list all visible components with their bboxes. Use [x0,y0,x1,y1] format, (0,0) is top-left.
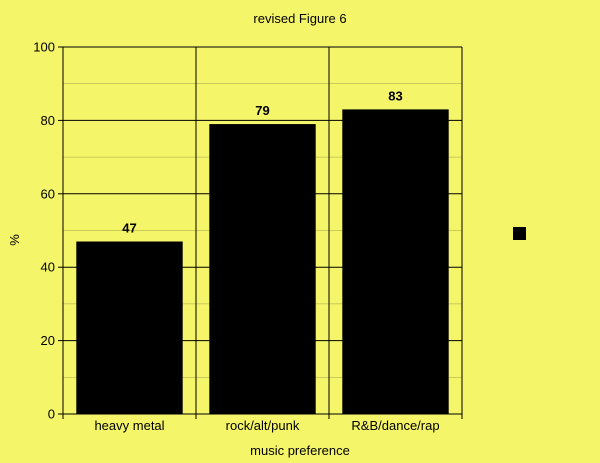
x-tick-label: R&B/dance/rap [351,418,439,433]
y-tick-label: 80 [41,113,55,128]
y-axis-title: % [7,234,22,246]
axes [58,46,463,419]
chart-title: revised Figure 6 [253,11,346,26]
bar [209,124,316,414]
bar [342,109,449,414]
legend-marker [513,227,526,240]
data-label: 83 [388,88,402,103]
bar [76,241,183,414]
y-tick-label: 40 [41,260,55,275]
data-label: 79 [255,103,269,118]
x-axis-title: music preference [250,443,350,458]
bars [76,109,449,414]
data-label: 47 [122,221,136,236]
tick-labels: heavy metal rock/alt/punk R&B/dance/rap 0 20… [33,40,439,434]
x-tick-label: rock/alt/punk [226,418,300,433]
y-tick-label: 60 [41,186,55,201]
y-tick-label: 100 [33,40,55,55]
x-tick-label: heavy metal [94,418,164,433]
y-tick-label: 20 [41,333,55,348]
data-labels: 47 79 83 [122,88,402,235]
y-tick-label: 0 [48,407,55,422]
